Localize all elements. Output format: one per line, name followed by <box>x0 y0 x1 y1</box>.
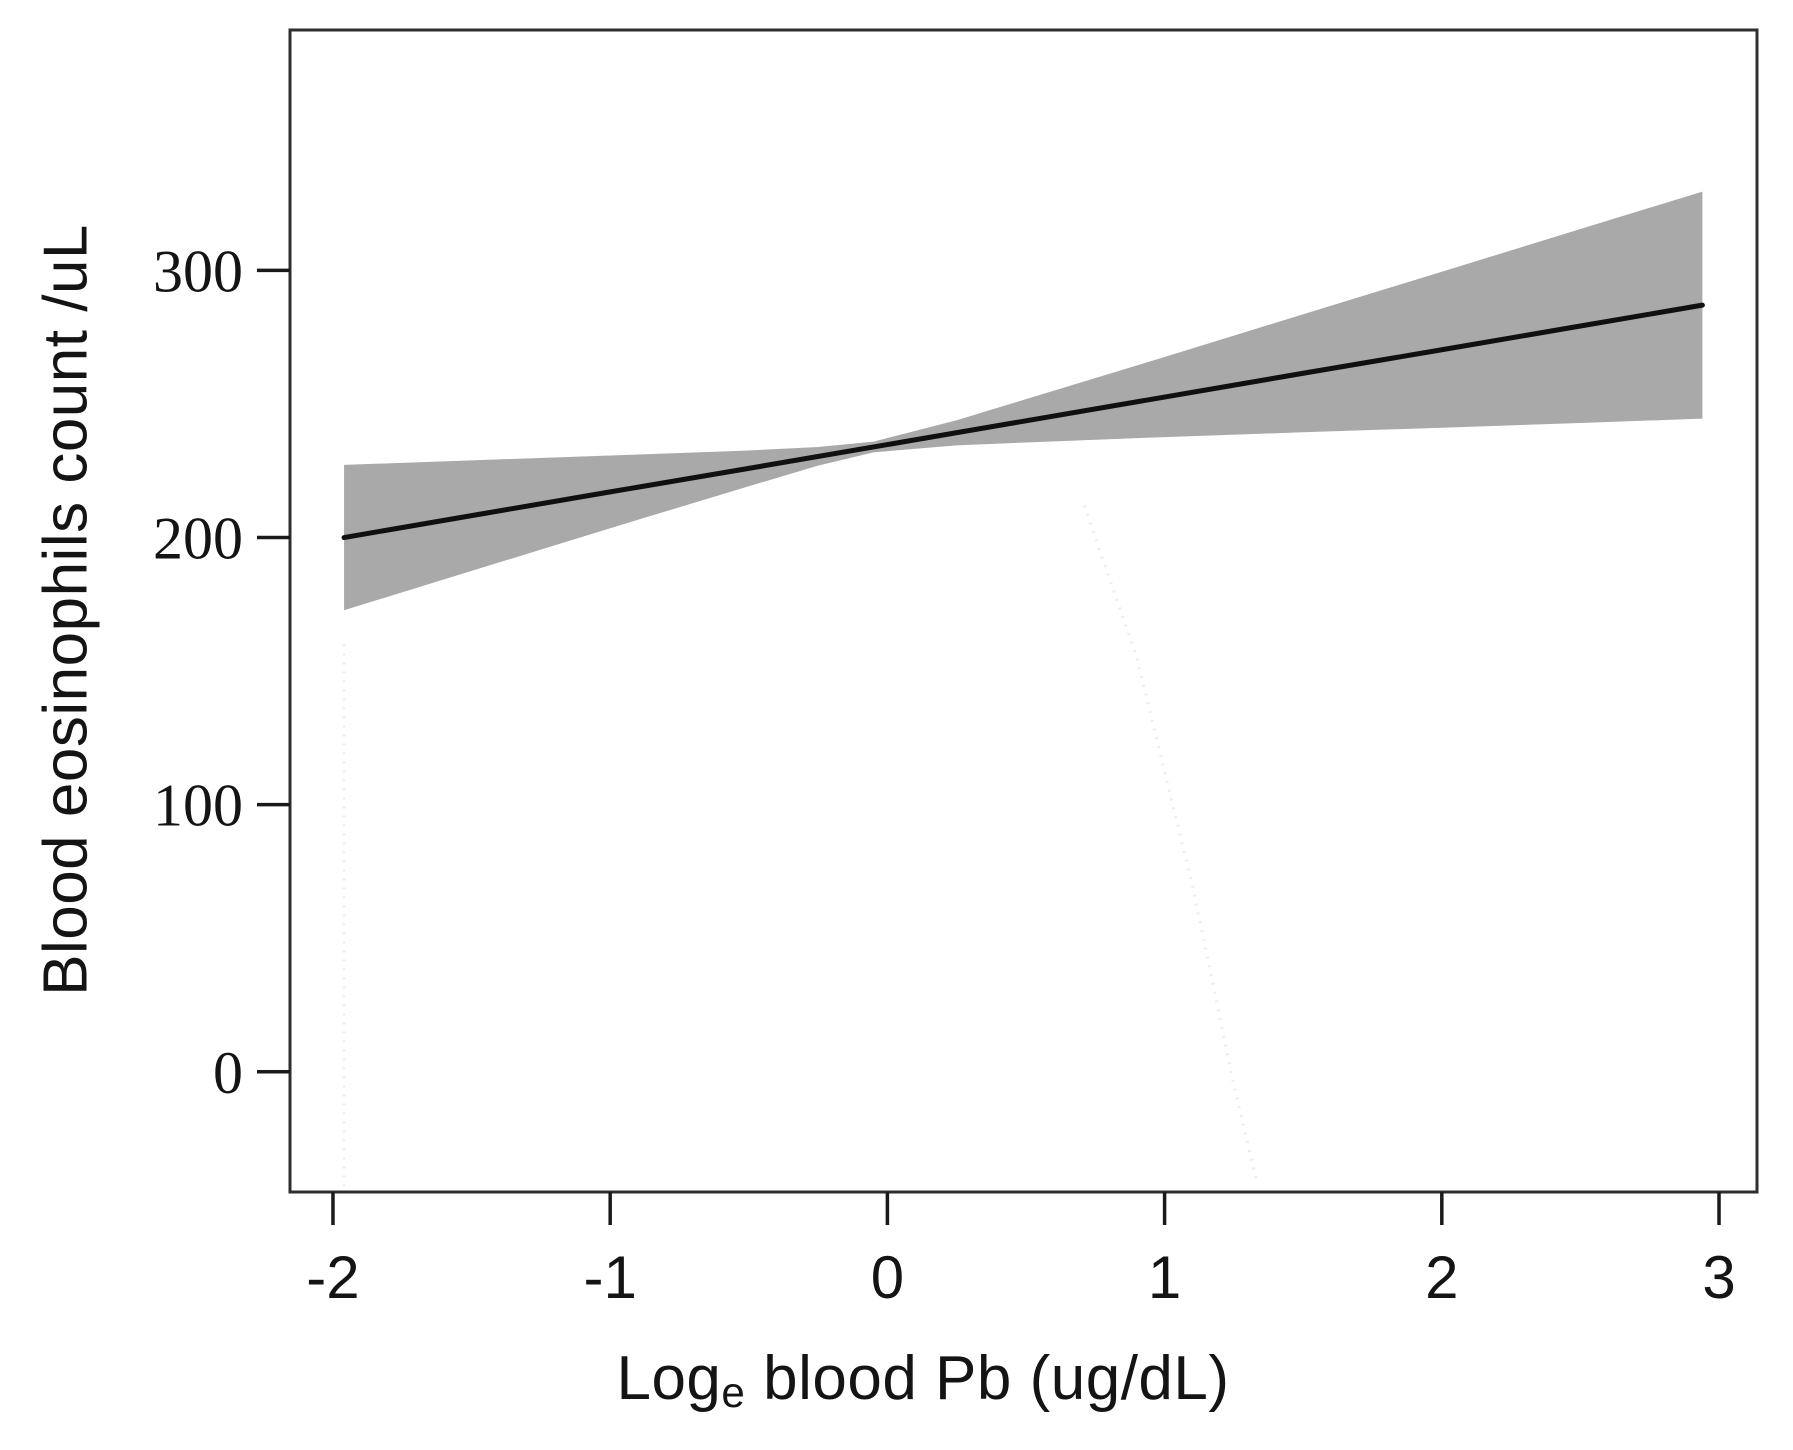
x-tick-label: -2 <box>306 1244 359 1311</box>
x-tick-label: 2 <box>1425 1244 1458 1311</box>
faint-guide-line <box>1082 504 1258 1179</box>
fitted-line <box>341 302 1705 541</box>
x-axis-title-prefix: Log <box>616 1344 722 1414</box>
y-tick-label: 300 <box>153 238 243 304</box>
y-tick-label: 0 <box>213 1040 243 1106</box>
x-tick-label: -1 <box>583 1244 636 1311</box>
x-tick-label: 3 <box>1702 1244 1735 1311</box>
y-axis-title: Blood eosinophils count /uL <box>31 224 101 996</box>
x-tick-label: 0 <box>871 1244 904 1311</box>
x-tick-label: 1 <box>1148 1244 1181 1311</box>
y-tick-label: 100 <box>153 773 243 839</box>
x-axis-title-suffix: blood Pb (ug/dL) <box>745 1344 1230 1414</box>
y-tick-label: 200 <box>153 506 243 572</box>
plot-box <box>288 28 1759 1194</box>
x-axis-title-subscript: e <box>721 1368 746 1416</box>
confidence-band <box>344 191 1703 611</box>
x-axis-title: Loge blood Pb (ug/dL) <box>616 1343 1229 1417</box>
